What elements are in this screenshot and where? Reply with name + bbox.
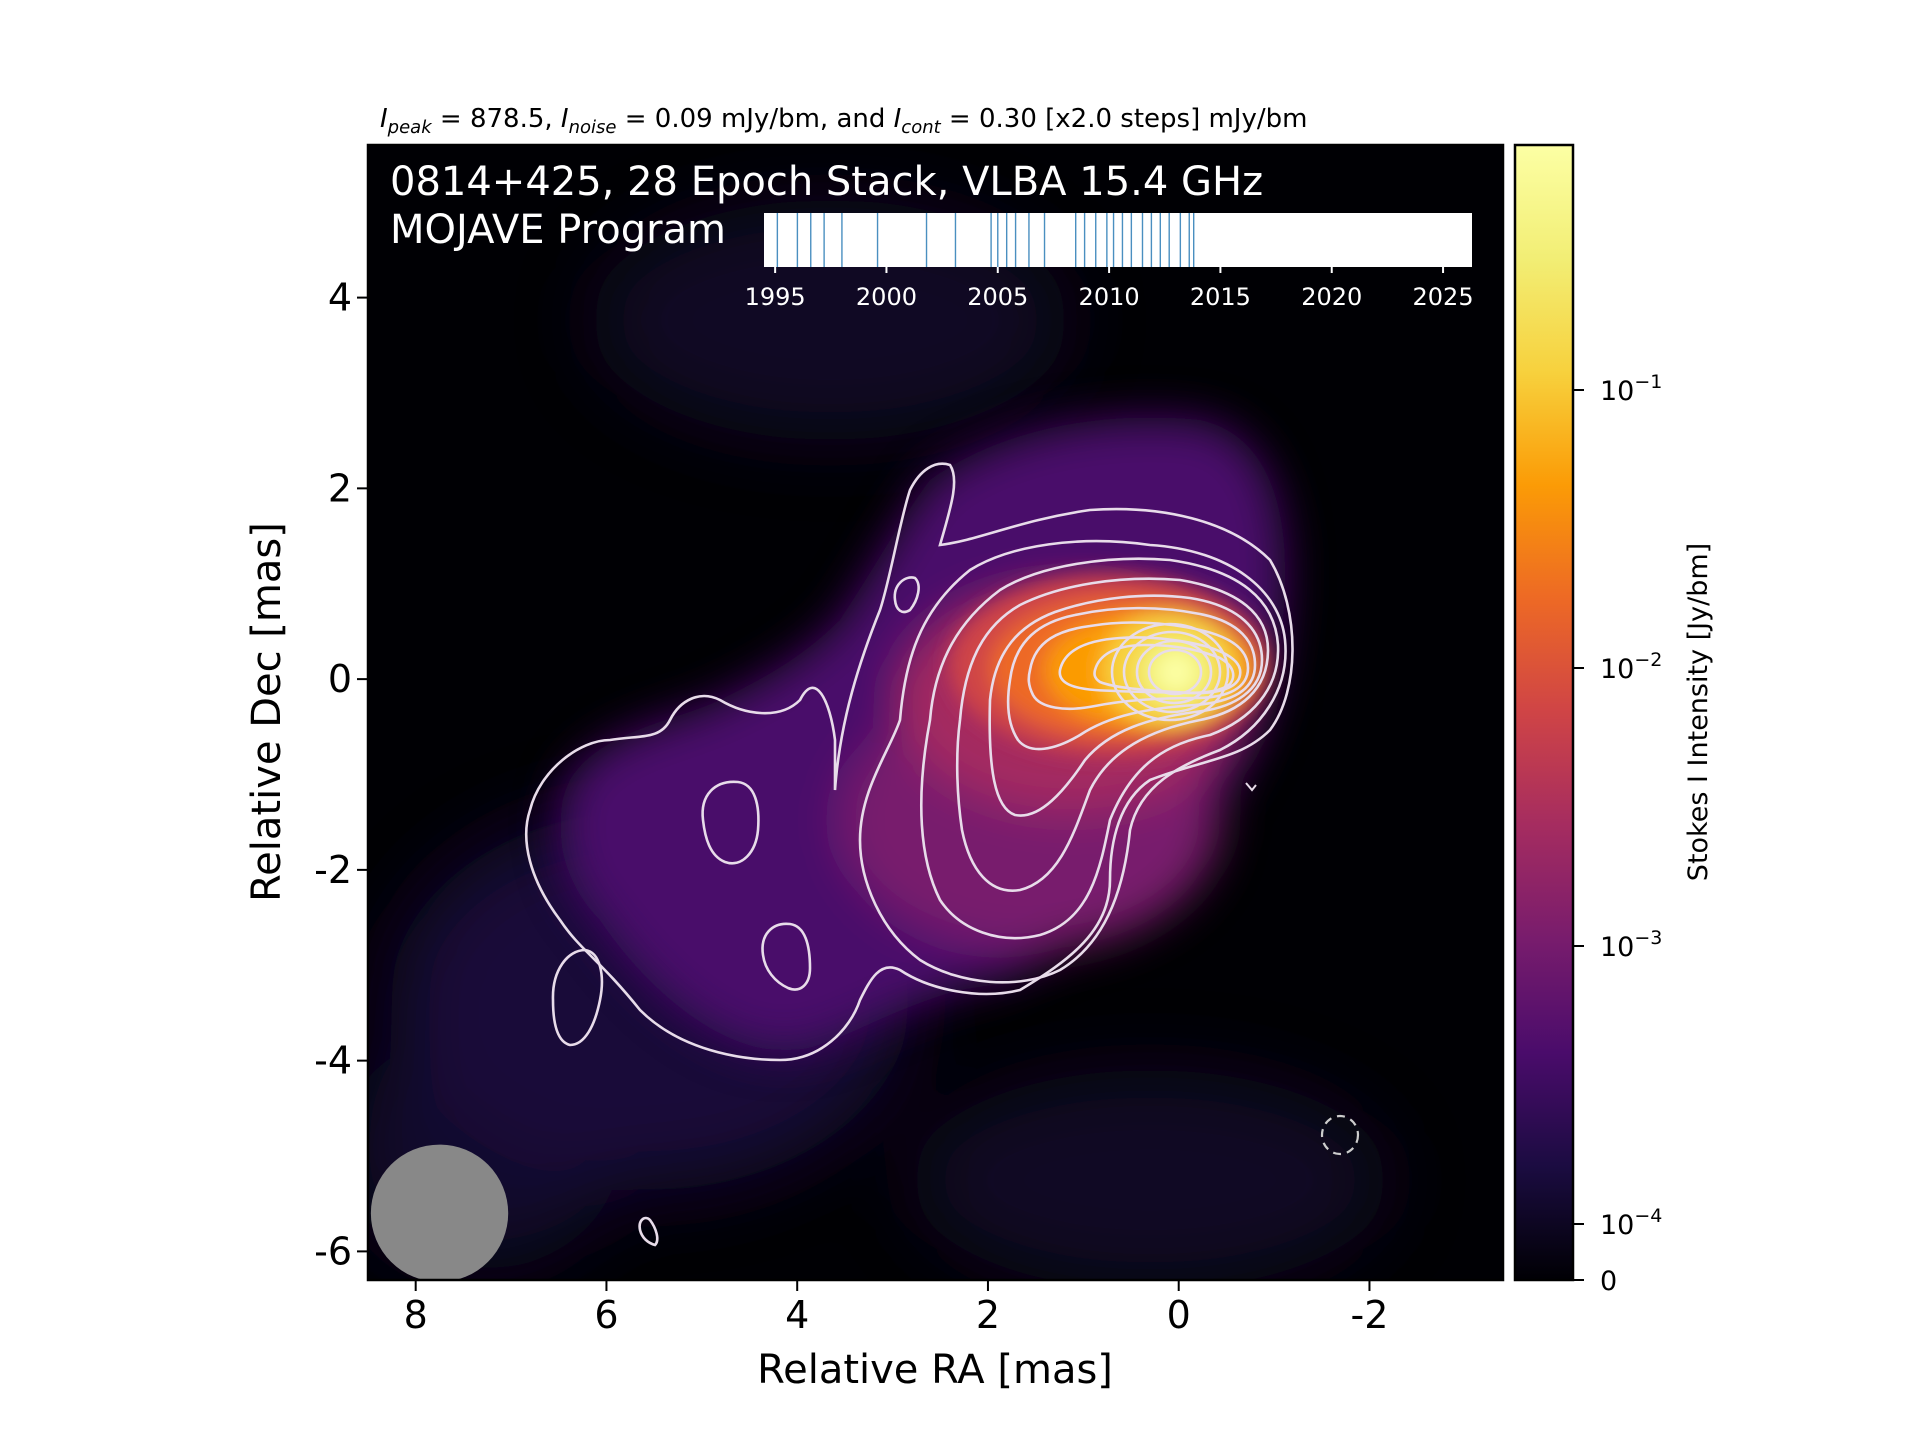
y-tick-label: 2 xyxy=(328,466,352,510)
chart-subtitle: MOJAVE Program xyxy=(390,207,726,253)
contour-level-1 xyxy=(524,462,1294,1062)
epoch-tick-label: 2005 xyxy=(967,283,1028,311)
y-tick-label: -6 xyxy=(314,1229,352,1273)
beam-ellipse xyxy=(370,1144,509,1280)
x-tick-label: 2 xyxy=(976,1293,1000,1337)
contour-noise-1 xyxy=(1245,782,1257,792)
contour-level-2 xyxy=(858,539,1287,984)
colorbar-tick-label: 10−1 xyxy=(1600,371,1662,407)
contour-level-10 xyxy=(1110,622,1230,722)
epoch-timeline: 1995 2000 2005 2010 2015 2020 2025 xyxy=(745,213,1474,311)
colorbar-gradient xyxy=(1513,143,1575,1282)
contour-level-11 xyxy=(1122,630,1222,714)
x-tick-label: 6 xyxy=(594,1293,618,1337)
contour-hole-1 xyxy=(701,780,760,865)
y-axis-label: Relative Dec [mas] xyxy=(244,522,290,902)
contour-level-5 xyxy=(988,594,1264,817)
contour-level-12 xyxy=(1135,639,1213,705)
stats-header: Ipeak = 878.5, Inoise = 0.09 mJy/bm, and… xyxy=(380,104,1307,138)
x-tick-label: -2 xyxy=(1351,1293,1389,1337)
colorbar-tick-label: 0 xyxy=(1600,1266,1617,1297)
epoch-timeline-box xyxy=(764,213,1472,267)
negative-contour xyxy=(1320,1114,1360,1156)
x-axis-label: Relative RA [mas] xyxy=(757,1347,1113,1393)
x-tick-label: 0 xyxy=(1167,1293,1191,1337)
epoch-tick-label: 2015 xyxy=(1190,283,1251,311)
epoch-tick-label: 2025 xyxy=(1413,283,1474,311)
colorbar-tick-label: 10−4 xyxy=(1600,1205,1662,1241)
x-tick-label: 8 xyxy=(404,1293,428,1337)
epoch-tick-label: 1995 xyxy=(745,283,806,311)
contour-island-1 xyxy=(551,948,604,1047)
contour-lines xyxy=(524,462,1294,1247)
contour-island-2 xyxy=(638,1216,659,1247)
contour-hole-2 xyxy=(761,922,812,991)
colorbar: 0 10−4 10−3 10−2 10−1 Stokes I Intensity [Jy… xyxy=(1513,143,1714,1297)
contour-level-8 xyxy=(1058,636,1242,695)
contour-level-9 xyxy=(1093,643,1235,695)
x-tick-label: 4 xyxy=(785,1293,809,1337)
contour-level-13 xyxy=(1147,648,1203,696)
epoch-tick-label: 2000 xyxy=(856,283,917,311)
y-tick-label: 0 xyxy=(328,657,352,701)
contour-level-7 xyxy=(1027,621,1250,711)
intensity-map: 0814+425, 28 Epoch Stack, VLBA 15.4 GHz … xyxy=(368,145,1503,1280)
contour-level-4 xyxy=(955,577,1270,892)
plot-frame xyxy=(366,143,1505,1282)
colorbar-tick-label: 10−3 xyxy=(1600,927,1662,963)
colorbar-label: Stokes I Intensity [Jy/bm] xyxy=(1683,543,1714,881)
epoch-tick-label: 2010 xyxy=(1079,283,1140,311)
chart-title: 0814+425, 28 Epoch Stack, VLBA 15.4 GHz xyxy=(390,159,1263,205)
contour-island-3 xyxy=(893,576,920,614)
y-tick-label: -2 xyxy=(314,848,352,892)
colorbar-tick-label: 10−2 xyxy=(1600,649,1662,685)
y-tick-label: 4 xyxy=(328,276,352,320)
y-tick-label: -4 xyxy=(314,1039,352,1083)
epoch-tick-label: 2020 xyxy=(1301,283,1362,311)
contour-level-3 xyxy=(920,557,1280,940)
contour-level-6 xyxy=(1006,606,1257,751)
